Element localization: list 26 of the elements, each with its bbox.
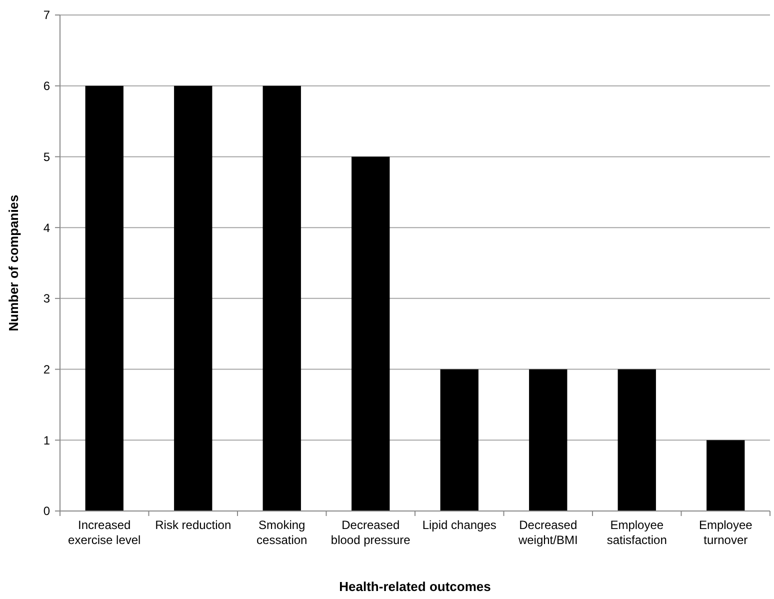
y-tick-label: 2 <box>43 362 50 376</box>
y-tick-label: 3 <box>43 292 50 306</box>
x-axis-title: Health-related outcomes <box>339 579 491 594</box>
bar <box>352 156 390 511</box>
y-tick-label: 5 <box>43 150 50 164</box>
bar <box>618 369 656 511</box>
bar <box>174 86 212 511</box>
x-tick-label: Decreased weight/BMI <box>517 518 578 547</box>
y-axis-title: Number of companies <box>6 194 21 332</box>
y-tick-label: 6 <box>43 79 50 94</box>
x-tick-label: Employee satisfaction <box>606 518 667 547</box>
x-tick-label: Decreased blood pressure <box>330 518 411 547</box>
bar <box>529 369 568 511</box>
bar <box>85 86 124 511</box>
x-tick-label: Lipid changes <box>422 518 496 532</box>
y-tick-label: 7 <box>43 8 50 22</box>
y-tick-label: 4 <box>43 220 50 235</box>
bar <box>706 440 745 511</box>
bar <box>262 86 301 511</box>
x-tick-label: Risk reduction <box>155 518 232 532</box>
y-tick-label: 1 <box>43 433 50 448</box>
x-tick-label: Smoking cessation <box>256 518 308 547</box>
x-tick-label: Increased exercise level <box>68 518 141 547</box>
bar <box>440 369 478 511</box>
y-tick-label: 0 <box>43 504 50 518</box>
x-tick-label: Employee turnover <box>698 518 753 547</box>
